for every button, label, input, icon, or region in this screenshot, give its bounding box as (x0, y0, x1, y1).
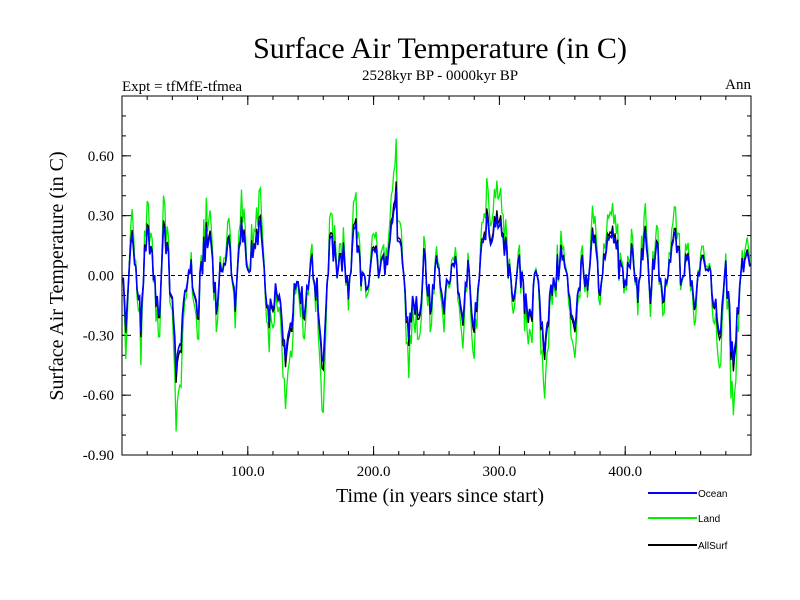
chart-title: Surface Air Temperature (in C) (253, 32, 627, 65)
y-tick-label: 0.30 (88, 209, 114, 225)
legend-label-land: Land (698, 514, 720, 525)
legend-label-allsurf: AllSurf (698, 541, 728, 552)
x-tick-label: 400.0 (608, 464, 642, 480)
x-axis-label: Time (in years since start) (336, 485, 544, 507)
y-tick-label: 0.00 (88, 269, 114, 285)
x-tick-label: 100.0 (231, 464, 265, 480)
x-tick-label: 300.0 (483, 464, 517, 480)
series-line-allsurf (122, 181, 752, 383)
experiment-label: Expt = tfMfE-tfmea (122, 79, 242, 95)
chart-subtitle: 2528kyr BP - 0000kyr BP (362, 68, 518, 84)
season-label: Ann (725, 77, 751, 93)
series-layer (122, 138, 752, 432)
legend: Ocean Land AllSurf (648, 489, 728, 552)
x-tick-label: 200.0 (357, 464, 391, 480)
y-tick-label: -0.30 (83, 328, 114, 344)
tick-labels: 100.0 200.0 300.0 400.0 -0.90 -0.60 -0.30 0.00 0… (83, 149, 642, 480)
y-tick-label: 0.60 (88, 149, 114, 165)
series-line-land (122, 138, 752, 432)
y-tick-label: -0.60 (83, 388, 114, 404)
legend-label-ocean: Ocean (698, 489, 727, 500)
y-tick-label: -0.90 (83, 448, 114, 464)
series-line-ocean (122, 189, 752, 374)
y-axis-label: Surface Air Temperature (in C) (46, 151, 68, 400)
